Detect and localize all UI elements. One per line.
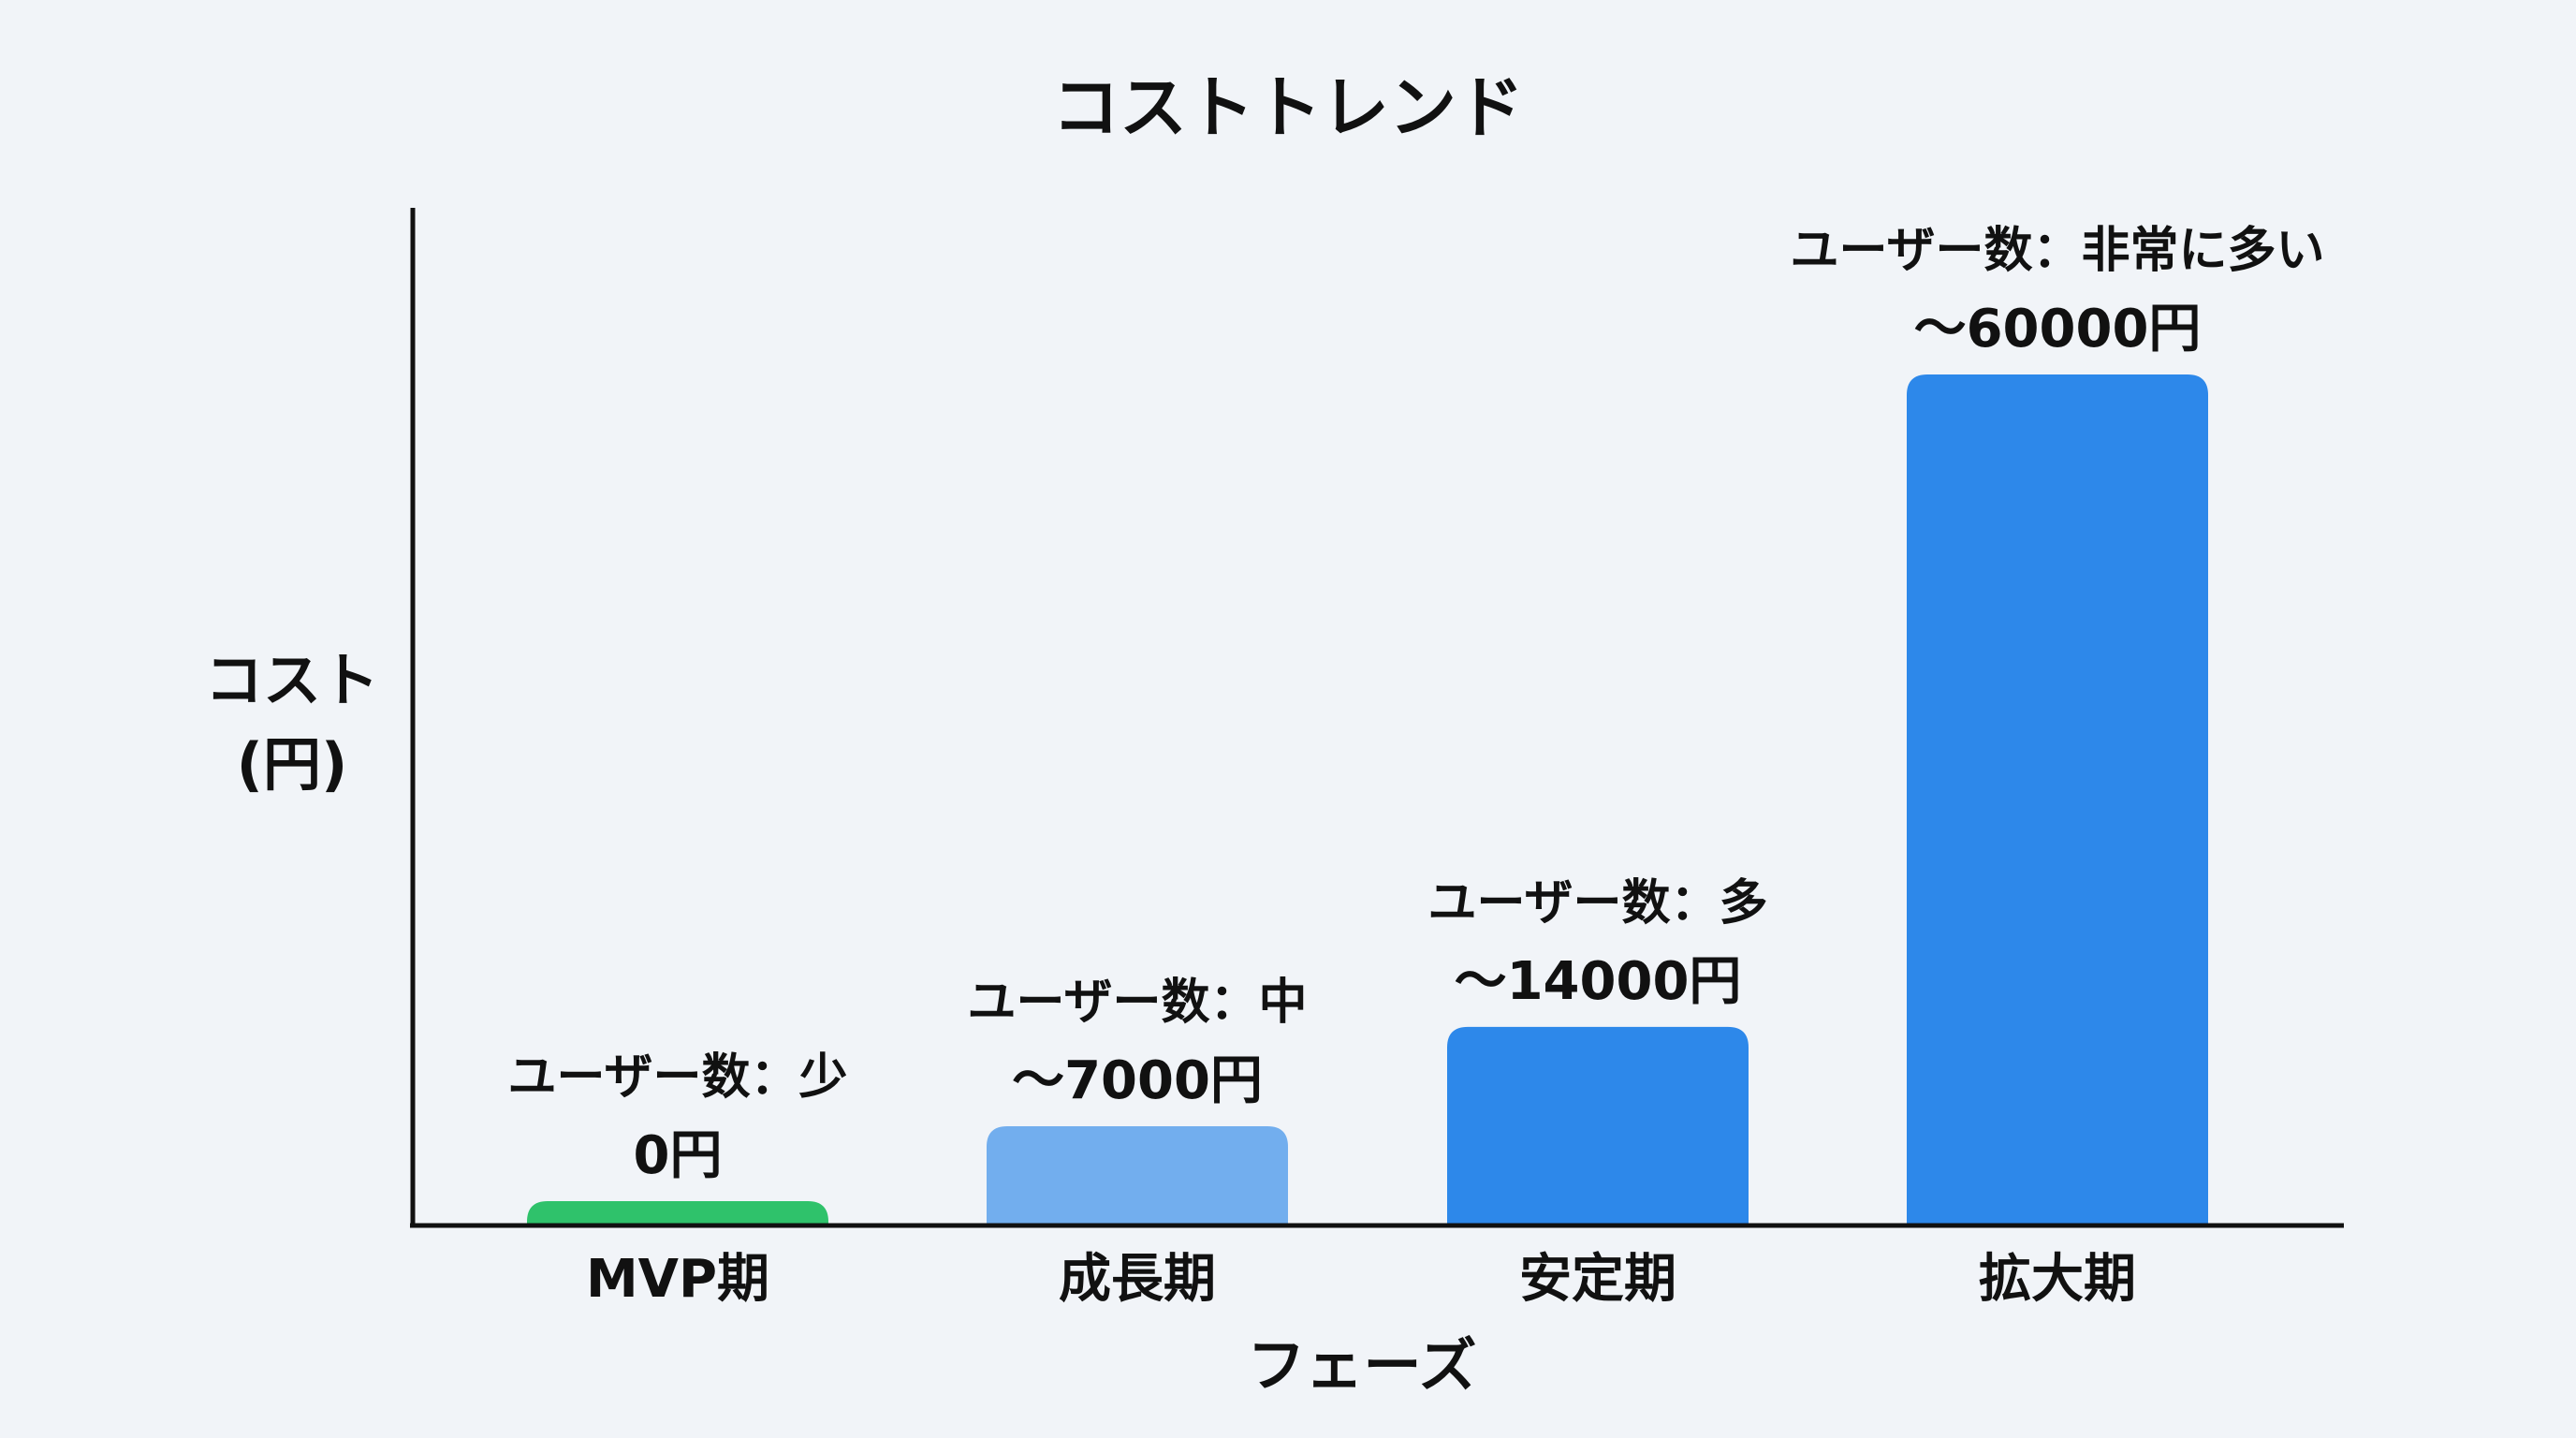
annotation-label-3: ユーザー数：多 [1428, 875, 1768, 932]
x-axis-title: フェーズ [1248, 1331, 1477, 1400]
y-axis-title-line-2: (円) [237, 730, 348, 799]
annotation-label-4: ユーザー数：非常に多い [1791, 223, 2325, 279]
value-label-4: 〜60000円 [1914, 299, 2202, 360]
bar-2 [987, 1125, 1288, 1225]
value-label-1: 0円 [634, 1125, 723, 1186]
labels-layer: 0円 ユーザー数：少 〜7000円 ユーザー数：中 〜14000円 ユーザー数：多 〜600… [508, 223, 2325, 1186]
x-tick-label-2: 成長期 [1059, 1249, 1216, 1310]
value-label-2: 〜7000円 [1012, 1050, 1263, 1111]
x-tick-label-4: 拡大期 [1979, 1249, 2136, 1310]
bar-3 [1447, 1026, 1749, 1225]
x-tick-label-1: MVP期 [586, 1249, 769, 1310]
annotation-label-1: ユーザー数：少 [508, 1049, 848, 1106]
x-tick-label-3: 安定期 [1519, 1249, 1676, 1310]
bars-layer [527, 374, 2208, 1225]
chart-title: コストトレンド [1052, 68, 1524, 147]
bar-4 [1907, 374, 2208, 1225]
bar-1 [527, 1201, 828, 1225]
annotation-label-2: ユーザー数：中 [968, 975, 1308, 1031]
value-label-3: 〜14000円 [1455, 951, 1742, 1012]
y-axis-title-line-1: コスト [205, 646, 379, 714]
ticks-layer: MVP期 成長期 安定期 拡大期 [586, 1249, 2136, 1310]
